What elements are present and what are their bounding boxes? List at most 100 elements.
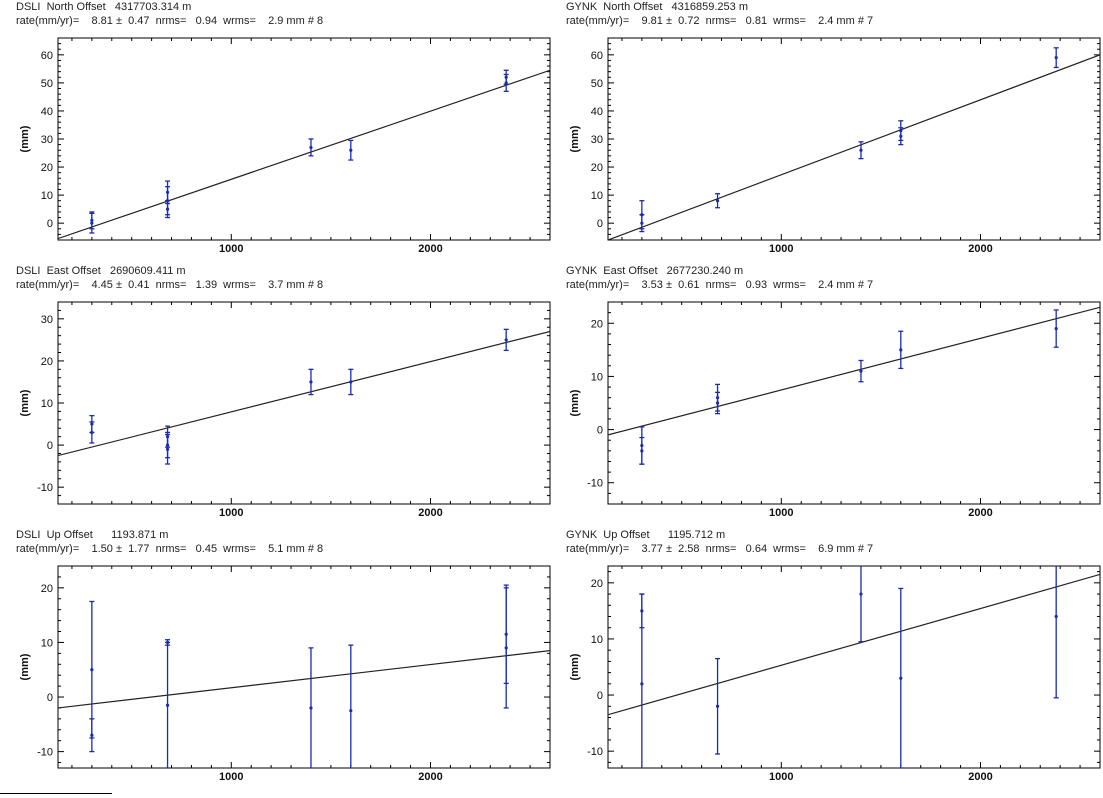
data-point xyxy=(349,148,353,152)
chart-title: DSLI East Offset 2690609.411 m xyxy=(16,265,186,277)
data-marks xyxy=(58,69,550,240)
y-axis-label: (mm) xyxy=(569,653,581,680)
dsli-east-panel: DSLI East Offset 2690609.411 m rate(mm/y… xyxy=(16,264,556,530)
data-point xyxy=(859,592,863,596)
data-point xyxy=(309,380,313,384)
y-tick-label: 0 xyxy=(597,218,603,230)
y-tick-label: 40 xyxy=(41,106,53,118)
footer-rule xyxy=(0,793,112,794)
y-tick-label: 0 xyxy=(47,692,53,704)
dsli-east-plot: 1000 2000 -10 0 10 20 30 (mm) xyxy=(19,301,551,519)
gynk-up-panel: GYNK Up Offset 1195.712 m rate(mm/yr)= 3… xyxy=(566,528,1103,794)
plot-frame xyxy=(57,565,551,769)
gynk-east-panel: GYNK East Offset 2677230.240 m rate(mm/y… xyxy=(566,264,1103,530)
dsli-north-panel: DSLI North Offset 4317703.314 m rate(mm/… xyxy=(16,0,556,266)
gynk-north-panel: GYNK North Offset 4316859.253 m rate(mm/… xyxy=(566,0,1103,266)
x-tick-label: 2000 xyxy=(418,507,442,519)
chart-header: DSLI East Offset 2690609.411 m rate(mm/y… xyxy=(16,264,323,320)
chart-header: DSLI Up Offset 1193.871 m rate(mm/yr)= 1… xyxy=(16,528,323,584)
chart-stats: rate(mm/yr)= 3.77 ± 2.58 nrms= 0.64 wrms… xyxy=(566,543,874,555)
y-axis-label: (mm) xyxy=(569,389,581,416)
y-tick-label: -10 xyxy=(587,478,603,490)
data-point xyxy=(165,447,170,451)
data-point xyxy=(90,218,94,222)
fit-line xyxy=(608,573,1100,716)
x-tick-label: 2000 xyxy=(418,243,442,255)
gynk-up-plot: 1000 2000 -10 0 10 20 (mm) xyxy=(569,565,1101,783)
data-point xyxy=(715,199,720,203)
fit-line xyxy=(58,330,550,457)
data-point xyxy=(715,704,720,708)
y-tick-label: 10 xyxy=(591,634,603,646)
y-tick-label: 0 xyxy=(597,425,603,437)
data-point xyxy=(859,369,863,373)
data-point xyxy=(165,190,170,194)
gynk-north-plot: 1000 2000 0 10 20 30 40 50 60 (mm) xyxy=(569,37,1101,255)
chart-title: DSLI North Offset 4317703.314 m xyxy=(16,1,192,13)
data-point xyxy=(1054,56,1058,60)
x-tick-label: 2000 xyxy=(968,507,992,519)
y-tick-label: 30 xyxy=(41,314,53,326)
y-tick-label: -10 xyxy=(37,482,53,494)
plot-frame xyxy=(607,37,1101,241)
chart-stats: rate(mm/yr)= 8.81 ± 0.47 nrms= 0.94 wrms… xyxy=(16,15,324,27)
y-axis-label: (mm) xyxy=(569,125,581,152)
data-point xyxy=(309,145,313,150)
y-tick-label: -10 xyxy=(587,746,603,758)
x-tick-label: 1000 xyxy=(769,771,793,783)
x-tick-label: 1000 xyxy=(769,507,793,519)
data-point xyxy=(504,338,508,342)
data-point xyxy=(899,676,903,680)
data-point xyxy=(90,733,94,737)
data-point xyxy=(899,134,903,138)
data-point xyxy=(715,401,720,405)
chart-header: DSLI North Offset 4317703.314 m rate(mm/… xyxy=(16,0,323,56)
data-point xyxy=(1054,614,1058,619)
x-tick-label: 2000 xyxy=(968,771,992,783)
y-tick-label: 60 xyxy=(591,50,603,62)
fit-line xyxy=(58,650,550,709)
fit-line xyxy=(608,54,1100,240)
data-marks xyxy=(608,566,1100,768)
y-tick-label: 20 xyxy=(591,162,603,174)
y-tick-label: 10 xyxy=(591,371,603,383)
y-tick-label: 10 xyxy=(41,190,53,202)
dsli-north-plot: 1000 2000 0 10 20 30 40 50 60 (mm) xyxy=(19,37,551,255)
y-tick-label: 0 xyxy=(47,218,53,230)
y-axis-label: (mm) xyxy=(19,125,31,152)
chart-stats: rate(mm/yr)= 4.45 ± 0.41 nrms= 1.39 wrms… xyxy=(16,279,324,291)
chart-stats: rate(mm/yr)= 9.81 ± 0.72 nrms= 0.81 wrms… xyxy=(566,15,874,27)
x-tick-label: 1000 xyxy=(219,771,243,783)
dsli-up-plot: 1000 2000 -10 0 10 20 (mm) xyxy=(19,565,551,783)
data-point xyxy=(640,682,644,686)
data-marks xyxy=(608,47,1100,240)
data-point xyxy=(349,709,353,713)
data-point xyxy=(165,207,170,211)
y-tick-label: 20 xyxy=(41,356,53,368)
y-tick-label: 60 xyxy=(41,50,53,62)
y-tick-label: 10 xyxy=(41,398,53,410)
data-point xyxy=(90,668,94,672)
y-axis-label: (mm) xyxy=(19,653,31,680)
y-tick-label: 50 xyxy=(591,78,603,90)
y-axis-label: (mm) xyxy=(19,389,31,416)
data-point xyxy=(1054,326,1058,331)
y-tick-label: 10 xyxy=(591,190,603,202)
x-tick-label: 1000 xyxy=(769,243,793,255)
y-tick-label: 40 xyxy=(591,106,603,118)
y-tick-label: 30 xyxy=(591,134,603,146)
data-point xyxy=(504,75,508,79)
data-point xyxy=(349,380,353,384)
x-tick-label: 2000 xyxy=(968,243,992,255)
y-tick-label: 50 xyxy=(41,78,53,90)
chart-title: GYNK North Offset 4316859.253 m xyxy=(566,1,749,13)
data-point xyxy=(899,348,903,352)
data-point xyxy=(90,430,94,435)
gynk-east-plot: 1000 2000 -10 0 10 20 (mm) xyxy=(569,301,1101,519)
y-tick-label: 20 xyxy=(41,583,53,595)
y-tick-label: -10 xyxy=(37,747,53,759)
chart-title: GYNK Up Offset 1195.712 m xyxy=(566,529,726,541)
data-point xyxy=(859,148,863,152)
plot-frame xyxy=(57,37,551,241)
fit-line xyxy=(58,69,550,240)
